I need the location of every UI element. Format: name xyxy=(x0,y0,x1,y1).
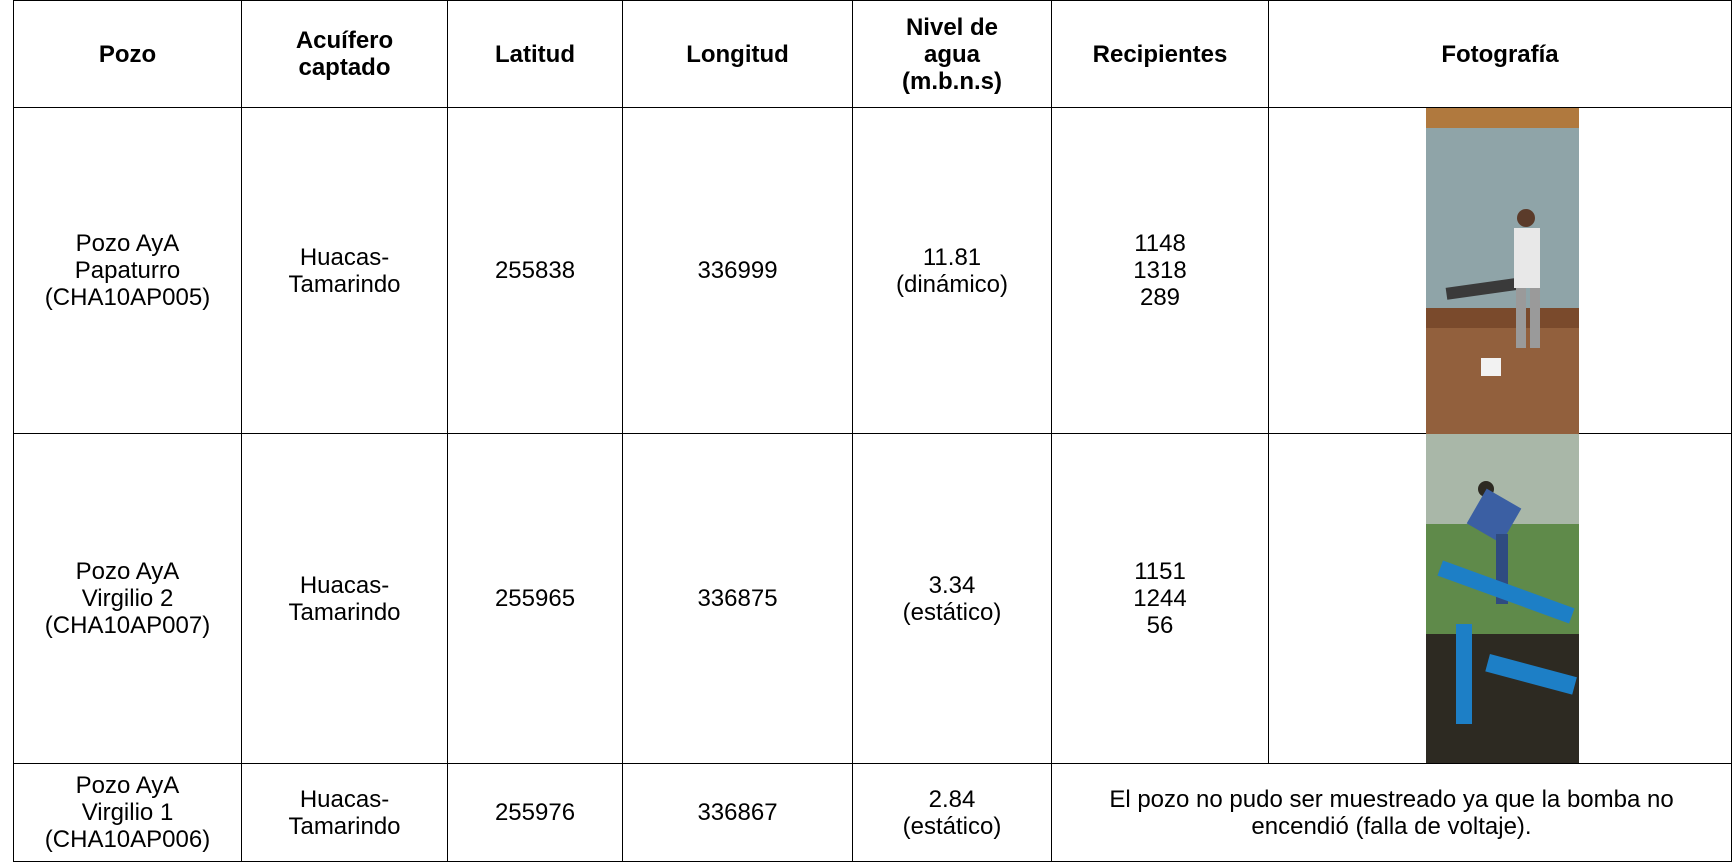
table-row: Pozo AyA Virgilio 1 (CHA10AP006) Huacas- … xyxy=(13,763,1732,862)
header-cell: Nivel de agua (m.b.n.s) xyxy=(852,0,1052,108)
recipients-cell: 1151 1244 56 xyxy=(1051,433,1269,764)
table-cell: 336999 xyxy=(622,107,853,434)
table-cell: 2.84 (estático) xyxy=(852,763,1052,862)
table-cell: Huacas- Tamarindo xyxy=(241,433,448,764)
table-row: Pozo AyA Papaturro (CHA10AP005) Huacas- T… xyxy=(13,107,1732,434)
table-cell: 255965 xyxy=(447,433,623,764)
header-cell: Fotografía xyxy=(1268,0,1732,108)
data-table: Pozo Acuífero captado Latitud Longitud Nivel… xyxy=(13,0,1732,862)
table-cell: 336867 xyxy=(622,763,853,862)
recipient-id: 1244 xyxy=(1133,585,1187,612)
table-row: Pozo AyA Virgilio 2 (CHA10AP007) Huacas- … xyxy=(13,433,1732,764)
header-cell: Pozo xyxy=(13,0,242,108)
header-cell: Longitud xyxy=(622,0,853,108)
recipient-id: 56 xyxy=(1146,612,1174,639)
table-cell: Huacas- Tamarindo xyxy=(241,763,448,862)
photo xyxy=(1426,434,1579,763)
note-cell: El pozo no pudo ser muestreado ya que la… xyxy=(1051,763,1732,862)
table-cell: 336875 xyxy=(622,433,853,764)
table-cell: Huacas- Tamarindo xyxy=(241,107,448,434)
recipient-id: 1148 xyxy=(1134,230,1186,257)
header-row: Pozo Acuífero captado Latitud Longitud Nivel… xyxy=(13,0,1732,108)
header-cell: Acuífero captado xyxy=(241,0,448,108)
recipient-id: 1318 xyxy=(1133,257,1187,284)
recipients-cell: 1148 1318 289 xyxy=(1051,107,1269,434)
table-cell: Pozo AyA Papaturro (CHA10AP005) xyxy=(13,107,242,434)
table-cell: 11.81 (dinámico) xyxy=(852,107,1052,434)
table-cell: 255838 xyxy=(447,107,623,434)
table-cell: Pozo AyA Virgilio 1 (CHA10AP006) xyxy=(13,763,242,862)
recipient-id: 1151 xyxy=(1134,558,1186,585)
photo xyxy=(1426,108,1579,434)
table-cell: Pozo AyA Virgilio 2 (CHA10AP007) xyxy=(13,433,242,764)
photo-cell xyxy=(1268,107,1732,434)
recipient-id: 289 xyxy=(1139,284,1181,311)
table-cell: 3.34 (estático) xyxy=(852,433,1052,764)
photo-cell xyxy=(1268,433,1732,764)
header-cell: Recipientes xyxy=(1051,0,1269,108)
table-cell: 255976 xyxy=(447,763,623,862)
header-cell: Latitud xyxy=(447,0,623,108)
